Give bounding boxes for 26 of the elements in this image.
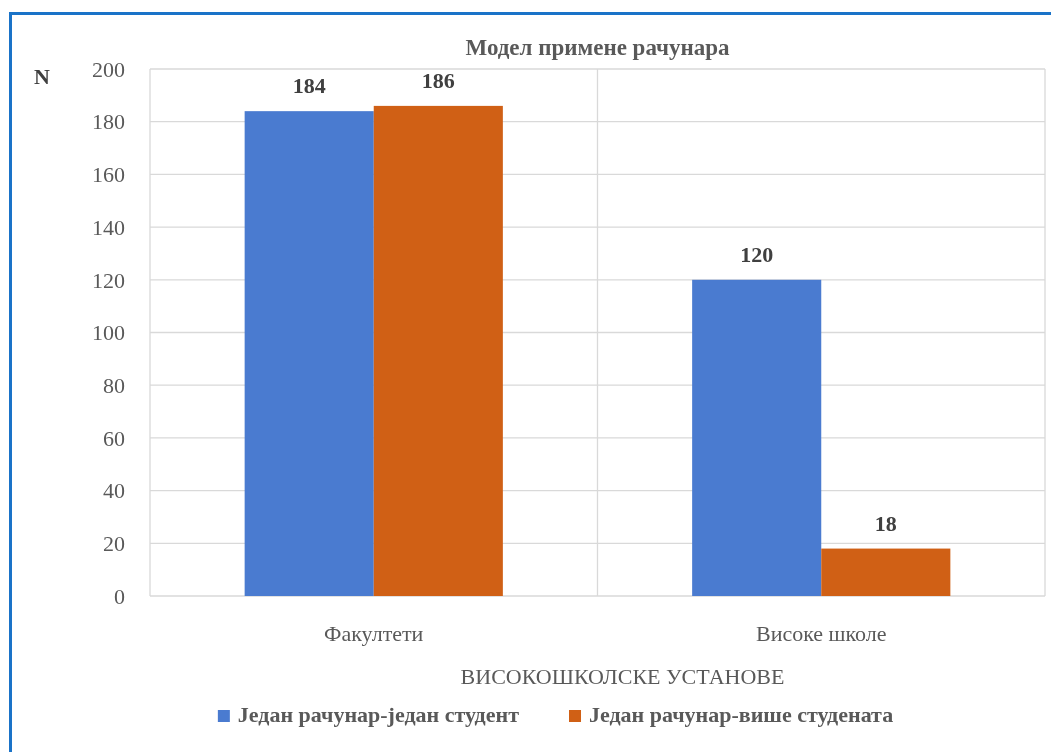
x-axis-title: ВИСОКОШКОЛСКЕ УСТАНОВЕ <box>460 664 785 689</box>
y-tick-label: 140 <box>92 214 125 240</box>
bar <box>244 111 374 596</box>
x-tick-label: Факултети <box>324 621 424 646</box>
y-tick-label: 40 <box>103 478 125 504</box>
data-label: 18 <box>874 510 897 536</box>
data-label: 186 <box>421 67 455 93</box>
y-tick-label: 80 <box>103 372 125 398</box>
y-tick-label: 100 <box>92 320 125 346</box>
y-tick-label: 120 <box>92 267 125 293</box>
x-tick-label: Високе школе <box>755 621 887 646</box>
y-tick-label: 60 <box>103 425 125 451</box>
legend-label: Један рачунар-више студената <box>589 702 894 727</box>
y-tick-label: 180 <box>92 109 125 135</box>
y-tick-label: 200 <box>92 56 125 82</box>
bar <box>373 105 503 596</box>
data-label: 184 <box>292 73 326 99</box>
y-tick-label: 0 <box>114 583 125 609</box>
data-label: 120 <box>740 241 774 267</box>
chart-title: Модел примене рачунара <box>465 35 730 60</box>
bar <box>821 548 951 596</box>
y-axis-title: N <box>34 64 51 89</box>
bar <box>692 279 822 596</box>
y-tick-label: 20 <box>103 531 125 556</box>
legend-label: Један рачунар-један студент <box>237 702 520 727</box>
y-tick-label: 160 <box>92 162 125 188</box>
